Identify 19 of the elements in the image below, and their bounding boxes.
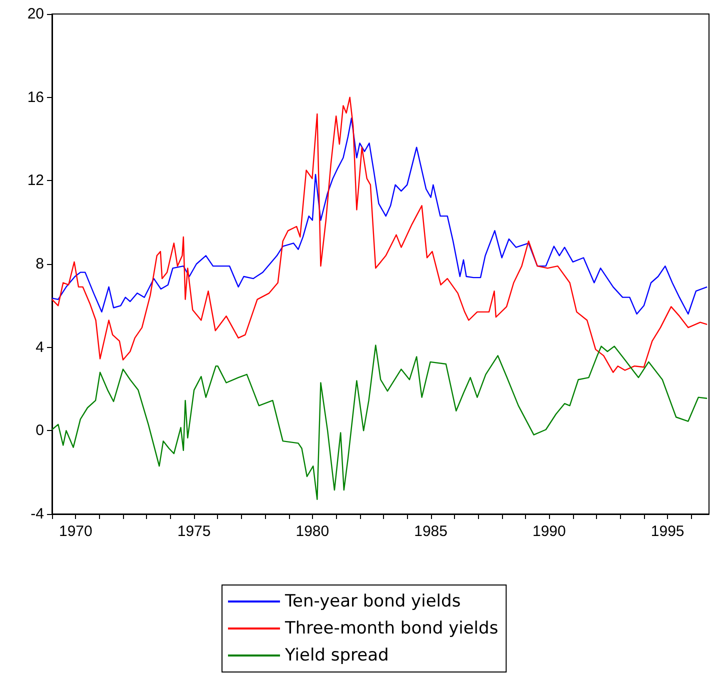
legend-label: Three-month bond yields [284, 618, 498, 638]
x-tick-label: 1980 [296, 523, 330, 540]
y-tick-label: -4 [30, 506, 44, 522]
y-tick-label: 16 [27, 88, 44, 106]
x-tick-label: 1990 [532, 523, 566, 540]
x-tick-label: 1995 [650, 523, 684, 540]
y-tick-label: 8 [36, 256, 44, 272]
x-tick-label: 1985 [414, 523, 448, 540]
line-series [51, 118, 708, 315]
x-tick-label: 1975 [177, 523, 211, 540]
y-tick-label: 12 [27, 172, 44, 190]
y-tick-label: 4 [36, 338, 44, 356]
line-series [51, 344, 708, 500]
y-tick-label: 0 [36, 422, 44, 440]
x-tick-label: 1970 [58, 523, 92, 540]
legend-label: Ten-year bond yields [284, 592, 461, 612]
legend-label: Yield spread [284, 646, 389, 666]
line-series [51, 96, 708, 373]
y-tick-label: 20 [27, 6, 44, 22]
